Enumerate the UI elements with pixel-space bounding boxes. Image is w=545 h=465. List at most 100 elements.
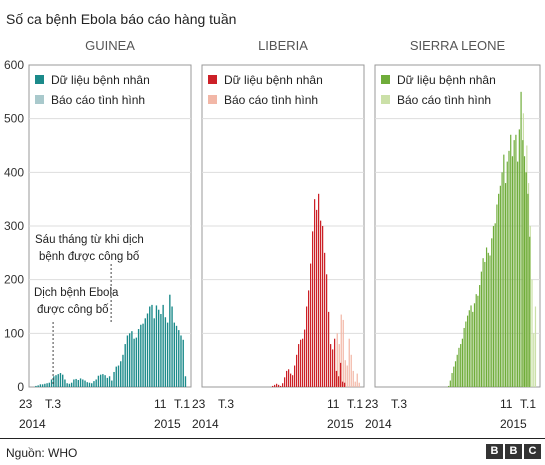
situation-bar <box>533 333 535 387</box>
patient-bar <box>330 344 332 387</box>
patient-bar <box>39 384 42 387</box>
patient-bar <box>182 339 184 387</box>
patient-bar <box>296 354 298 387</box>
panel-liberia: LIBERIA Dữ liệu bệnh nhân Báo cáo tình hìn… <box>192 38 365 431</box>
patient-bar <box>164 317 167 387</box>
situation-bar <box>358 382 360 387</box>
patient-bar <box>70 382 73 387</box>
patient-bar <box>342 381 344 387</box>
patient-bar <box>68 383 71 387</box>
y-tick-label: 0 <box>17 380 24 394</box>
patient-bar <box>66 383 68 387</box>
patient-bar <box>470 305 472 387</box>
patient-bar <box>508 150 510 387</box>
patient-bar <box>465 321 467 387</box>
x-year-label: 2014 <box>19 417 46 431</box>
x-year-label: 2014 <box>192 417 219 431</box>
patient-bar <box>312 231 314 387</box>
situation-bar <box>348 338 350 387</box>
patient-bar <box>64 379 66 387</box>
patient-bar <box>280 385 282 387</box>
patient-bar <box>46 383 48 387</box>
patient-bar <box>120 361 122 387</box>
patient-bar <box>518 129 520 387</box>
patient-bar <box>326 274 328 387</box>
patient-bar <box>344 382 346 387</box>
y-tick-label: 600 <box>4 58 24 72</box>
x-year-label: 2015 <box>500 417 527 431</box>
patient-bar <box>91 383 93 387</box>
patient-bar <box>449 380 451 387</box>
y-tick-label: 300 <box>4 219 24 233</box>
patient-bar <box>108 376 111 387</box>
patient-bar <box>173 322 175 387</box>
patient-bar <box>496 204 498 387</box>
patient-bar <box>124 344 126 387</box>
situation-bar <box>529 226 531 387</box>
panel-title: SIERRA LEONE <box>410 38 506 53</box>
patient-bar <box>504 183 507 387</box>
logo-letter: C <box>524 444 541 459</box>
patient-bar <box>88 382 91 387</box>
legend-swatch-patient <box>381 75 390 84</box>
patient-bar <box>310 263 312 387</box>
x-tick-label: 11 <box>327 397 340 411</box>
patient-bar <box>102 374 104 387</box>
patient-bar <box>286 370 288 387</box>
patient-bar <box>166 322 169 387</box>
patient-bar <box>117 365 120 387</box>
patient-bar <box>276 383 278 387</box>
situation-bar <box>531 279 533 387</box>
patient-bar <box>122 354 124 387</box>
patient-bar <box>95 379 97 387</box>
patient-bar <box>525 172 527 387</box>
patient-bar <box>340 362 342 387</box>
footer-divider <box>0 438 545 439</box>
patient-bar <box>332 349 334 387</box>
situation-bar <box>346 365 348 387</box>
patient-bar <box>93 381 95 387</box>
chart-title: Số ca bệnh Ebola báo cáo hàng tuần <box>6 11 236 27</box>
logo-letter: B <box>505 444 522 459</box>
legend-swatch-situation <box>208 95 217 104</box>
y-tick-label: 200 <box>4 273 24 287</box>
patient-bar <box>282 383 284 387</box>
patient-bar <box>498 193 500 387</box>
patient-bar <box>503 154 505 387</box>
panel-guinea: GUINEA Dữ liệu bệnh nhân Báo cáo tình hình… <box>19 38 192 431</box>
patient-bar <box>314 199 316 387</box>
patient-bar <box>149 306 151 387</box>
annotation-text: bệnh được công bố <box>39 251 140 263</box>
x-tick-label: 23 <box>192 397 206 411</box>
legend-label: Dữ liệu bệnh nhân <box>397 73 496 87</box>
patient-bar <box>451 373 453 387</box>
x-tick-label: T.1 <box>520 397 536 411</box>
legend-label: Dữ liệu bệnh nhân <box>224 73 323 87</box>
patient-bar <box>302 338 304 387</box>
patient-bar <box>48 382 51 387</box>
x-tick-label: T.3 <box>218 397 234 411</box>
patient-bar <box>485 247 488 387</box>
patient-bar <box>517 161 519 387</box>
patient-bar <box>463 327 465 387</box>
patient-bar <box>453 366 455 387</box>
legend-swatch-situation <box>35 95 44 104</box>
patient-bar <box>37 385 39 387</box>
panel-title: LIBERIA <box>258 38 308 53</box>
patient-bar <box>460 344 462 387</box>
patient-bar <box>338 376 340 387</box>
ebola-chart: Số ca bệnh Ebola báo cáo hàng tuần 0 100 2… <box>4 11 541 431</box>
patient-bar <box>482 258 484 387</box>
x-tick-label: 23 <box>365 397 379 411</box>
patient-bar <box>510 134 512 387</box>
situation-bar <box>534 306 537 387</box>
annotation-text: Dịch bệnh Ebola <box>34 287 119 299</box>
patient-bar <box>75 378 77 387</box>
patient-bar <box>529 236 531 387</box>
patient-bar <box>62 374 64 387</box>
patient-bar <box>472 311 474 387</box>
patient-bar <box>479 285 481 387</box>
x-tick-label: 23 <box>19 397 33 411</box>
patient-bar <box>115 366 117 387</box>
patient-bar <box>73 379 75 387</box>
